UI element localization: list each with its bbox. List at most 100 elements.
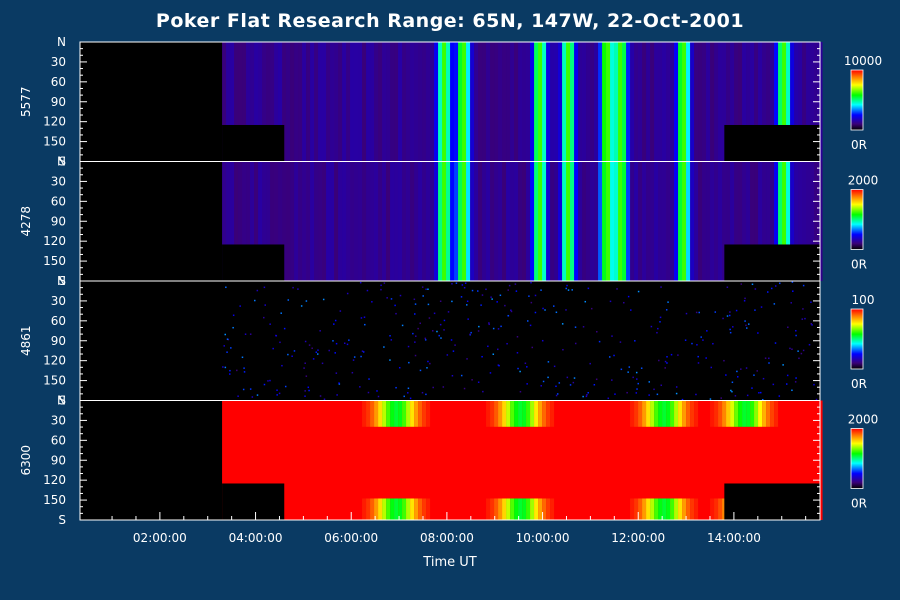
panel-4861-speck [504,304,506,307]
panel-5577-column [426,42,431,162]
panel-4861-speck [389,359,391,361]
panel-6300-column [770,400,775,520]
panel-4861-speck [757,332,759,334]
colorbar-frame [850,69,864,131]
panel-6300-edge [546,498,551,520]
colorbar-max-label: 10000 [844,54,882,68]
panel-6300-column [734,400,739,520]
panel-5577-column [634,42,639,162]
panel-4861-speck [774,342,777,344]
panel-6300-edge [398,498,403,520]
panel-4861-speck [566,284,568,287]
panel-4861-speck [304,362,306,364]
panel-4278-column [790,161,795,281]
panel-6300-edge [658,498,663,520]
panel-6300-column [386,400,391,520]
panel-4278-column [390,161,395,281]
panel-6300-column [242,400,247,520]
panel-4861-speck [729,311,731,313]
panel-6300-edge [674,400,679,427]
panel-4861-speck [478,325,480,328]
panel-4861-speck [383,346,385,348]
panel-4278-column [702,161,707,281]
panel-4861-speck [801,318,804,320]
panel-4278-column [238,161,243,281]
panel-4861-speck [308,389,310,392]
panel-6300-column [590,400,595,520]
panel-4861-speck [753,374,755,376]
panel-5577-column [494,42,499,162]
panel-6300-column [746,400,751,520]
panel-4861-speck [744,297,746,300]
panel-4861-speck [524,362,527,365]
panel-4861-speck [789,347,791,350]
panel-4861-speck [471,379,473,381]
panel-6300-edge [530,400,535,427]
panel-4861-speck [720,397,722,399]
panel-4861-speck [401,324,404,327]
panel-4861-speck [770,287,773,290]
panel-4861-speck [506,342,508,345]
panel-5577-column [390,42,395,162]
panel-4861-speck [553,305,555,307]
panel-4861-speck [725,374,727,376]
panel-4278-column [486,161,491,281]
panel-4278-column [374,161,379,281]
panel-4861-speck [263,383,266,386]
panel-4861-speck [477,290,479,292]
panel-4861-speck [308,344,311,346]
panel-4861-speck [791,281,794,283]
panel-4861-speck [351,371,354,374]
panel-4861-speck [695,393,697,396]
panel-4278-column [310,161,315,281]
panel-6300-edge [538,498,543,520]
chart-title: Poker Flat Research Range: 65N, 147W, 22… [155,10,745,32]
panel-4861-speck [480,304,482,306]
panel-6300-edge [722,498,727,520]
panel-4861-speck [754,309,756,311]
panel-6300-column [634,400,639,520]
panel-6300-column [630,400,635,520]
panel-6300-edge [374,498,379,520]
panel-4278-column [770,161,775,281]
y-tick-label: 30 [51,174,66,188]
panel-6300-column [594,400,599,520]
panel-4278-column [546,161,551,281]
panel-4861-speck [810,323,813,325]
panel-5577-column [478,42,483,162]
panel-4861-speck [762,377,765,380]
panel-4861-speck [778,395,781,397]
panel-6300-edge [754,400,759,427]
panel-6300-column [530,400,535,520]
panel-4861-speck [566,376,569,379]
panel-5577-column [566,42,571,162]
panel-4861-speck [300,305,303,307]
panel-4861-speck [363,316,366,318]
panel-4278-column [278,161,283,281]
panel-6300-edge [766,400,771,427]
panel-4278-column [298,161,303,281]
panel-4861-speck [451,300,453,303]
panel-4861-speck [440,337,442,339]
panel-6300-column [238,400,243,520]
panel-6300-edge [638,498,643,520]
panel-4861-speck [728,314,731,317]
panel-4861-speck [795,334,797,337]
panel-4861-speck [359,281,362,284]
panel-4278-column [630,161,635,281]
panel-4861-speck [696,344,698,346]
panel-6300-edge [758,400,763,427]
panel-4861-speck [447,311,450,313]
panel-6300-column [550,400,555,520]
panel-6300-column [374,400,379,520]
panel-6300-edge [406,400,411,427]
y-tick-label: 60 [51,433,66,447]
panel-4861-speck [571,289,573,291]
panel-4861-speck [558,382,561,384]
panel-4861-speck [346,292,349,295]
panel-4278-column [518,161,523,281]
panel-5577-column [438,42,443,162]
panel-4861-speck [665,309,668,311]
panel-6300-column [810,400,815,520]
panel-5577-column [806,42,811,162]
